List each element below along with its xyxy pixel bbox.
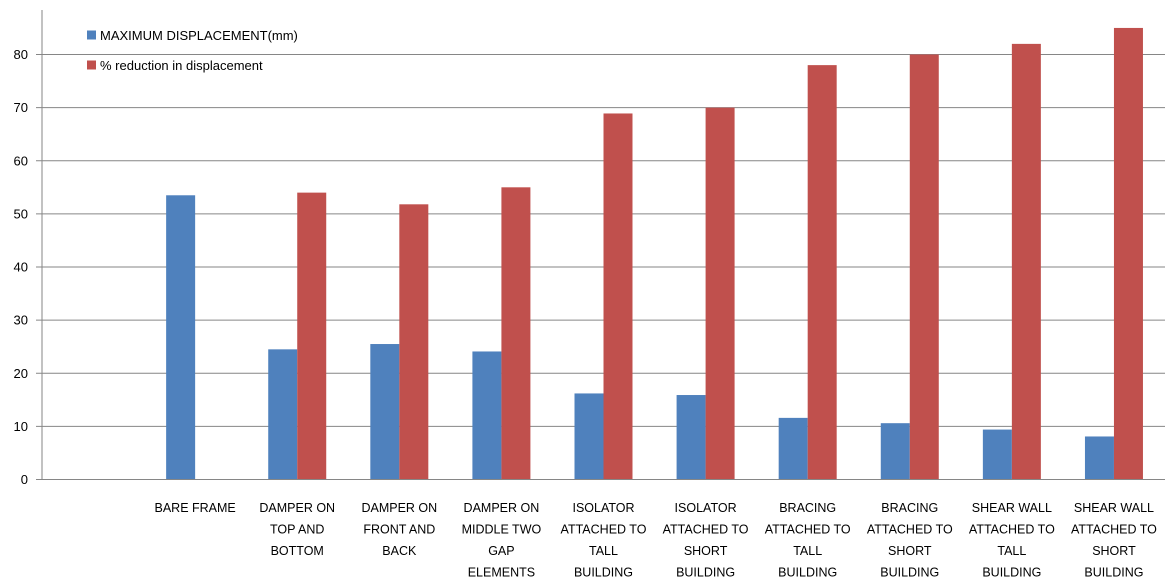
y-tick-label: 0 (21, 472, 28, 487)
x-category-label-line: SHEAR WALL (972, 501, 1052, 515)
x-category-label: SHEAR WALL ATTACHED TO SHORT BUILDING (1071, 501, 1157, 577)
x-category-label-line: ELEMENTS (468, 566, 535, 577)
x-category-label-line: TOP AND (270, 523, 324, 537)
y-tick-label: 50 (14, 206, 28, 221)
legend: MAXIMUM DISPLACEMENT(mm) % reduction in d… (87, 28, 298, 73)
bar-series-1 (370, 344, 400, 480)
x-category-label-line: DAMPER ON (361, 501, 437, 515)
y-tick-label: 30 (14, 313, 28, 328)
y-ticks: 0 10 20 30 40 50 60 70 80 (14, 47, 42, 487)
x-category-label-line: BARE FRAME (155, 501, 236, 515)
x-category-label-line: SHEAR WALL (1074, 501, 1154, 515)
x-category-label-line: DAMPER ON (259, 501, 335, 515)
x-category-label-line: BUILDING (676, 566, 735, 577)
x-category-label-line: ATTACHED TO (765, 523, 851, 537)
x-category-label-line: MIDDLE TWO (462, 523, 542, 537)
y-tick-label: 10 (14, 419, 28, 434)
bar-series-2 (1011, 43, 1041, 480)
x-category-label-line: BRACING (881, 501, 938, 515)
x-category-label: DAMPER ON FRONT AND BACK (361, 501, 437, 558)
legend-swatch-2 (87, 60, 96, 70)
bar-series-2 (807, 65, 837, 480)
bar-series-2 (399, 204, 429, 480)
bar-series-2 (705, 107, 735, 480)
bar-series-1 (1084, 436, 1114, 480)
x-category-label-line: ATTACHED TO (867, 523, 953, 537)
bar-series-1 (472, 351, 502, 480)
x-category-label: DAMPER ON MIDDLE TWO GAP ELEMENTS (462, 501, 542, 577)
x-category-label-line: ISOLATOR (675, 501, 737, 515)
x-category-label: BRACING ATTACHED TO TALL BUILDING (765, 501, 851, 577)
bar-series-1 (778, 417, 808, 480)
x-category-label: BARE FRAME (155, 501, 236, 515)
y-tick-label: 20 (14, 366, 28, 381)
bar-series-2 (297, 192, 327, 480)
bar-series-2 (501, 187, 531, 480)
bar-series-1 (268, 349, 298, 480)
x-category-label-line: ATTACHED TO (663, 523, 749, 537)
bar-series-2 (603, 113, 633, 480)
x-category-label-line: BUILDING (574, 566, 633, 577)
x-category-label-line: BOTTOM (271, 544, 324, 558)
x-category-label-line: TALL (793, 544, 822, 558)
x-category-label: ISOLATOR ATTACHED TO SHORT BUILDING (663, 501, 749, 577)
x-category-label-line: BUILDING (982, 566, 1041, 577)
x-category-label: SHEAR WALL ATTACHED TO TALL BUILDING (969, 501, 1055, 577)
x-category-label-line: TALL (997, 544, 1026, 558)
x-category-label: ISOLATOR ATTACHED TO TALL BUILDING (561, 501, 647, 577)
y-tick-label: 70 (14, 100, 28, 115)
legend-label-2: % reduction in displacement (100, 58, 263, 73)
x-category-label: BRACING ATTACHED TO SHORT BUILDING (867, 501, 953, 577)
x-category-label-line: ATTACHED TO (1071, 523, 1157, 537)
x-category-label-line: ATTACHED TO (969, 523, 1055, 537)
x-category-label-line: FRONT AND (363, 523, 435, 537)
bar-series-1 (574, 393, 604, 480)
x-category-label-line: BACK (382, 544, 417, 558)
x-category-label-line: BUILDING (1084, 566, 1143, 577)
x-category-label-line: DAMPER ON (464, 501, 540, 515)
x-category-label-line: ISOLATOR (572, 501, 634, 515)
x-category-label-line: BUILDING (880, 566, 939, 577)
bar-series-2 (1113, 27, 1143, 480)
bar-series-1 (880, 423, 910, 480)
x-category-label-line: SHORT (684, 544, 728, 558)
bar-series-1 (676, 395, 706, 480)
bar-series-2 (909, 54, 939, 480)
legend-label-1: MAXIMUM DISPLACEMENT(mm) (100, 28, 298, 43)
x-category-label-line: SHORT (888, 544, 932, 558)
x-category-label-line: BUILDING (778, 566, 837, 577)
axes (36, 10, 1165, 480)
x-category-label-line: ATTACHED TO (561, 523, 647, 537)
bar-series-1 (166, 195, 196, 480)
x-category-label: DAMPER ON TOP AND BOTTOM (259, 501, 335, 558)
x-category-label-line: GAP (488, 544, 514, 558)
legend-swatch-1 (87, 30, 96, 40)
x-category-label-line: BRACING (779, 501, 836, 515)
bars (166, 27, 1143, 480)
y-tick-label: 40 (14, 260, 28, 275)
bar-series-1 (982, 429, 1012, 480)
y-tick-label: 60 (14, 153, 28, 168)
x-category-label-line: TALL (589, 544, 618, 558)
y-tick-label: 80 (14, 47, 28, 62)
x-category-label-line: SHORT (1092, 544, 1136, 558)
